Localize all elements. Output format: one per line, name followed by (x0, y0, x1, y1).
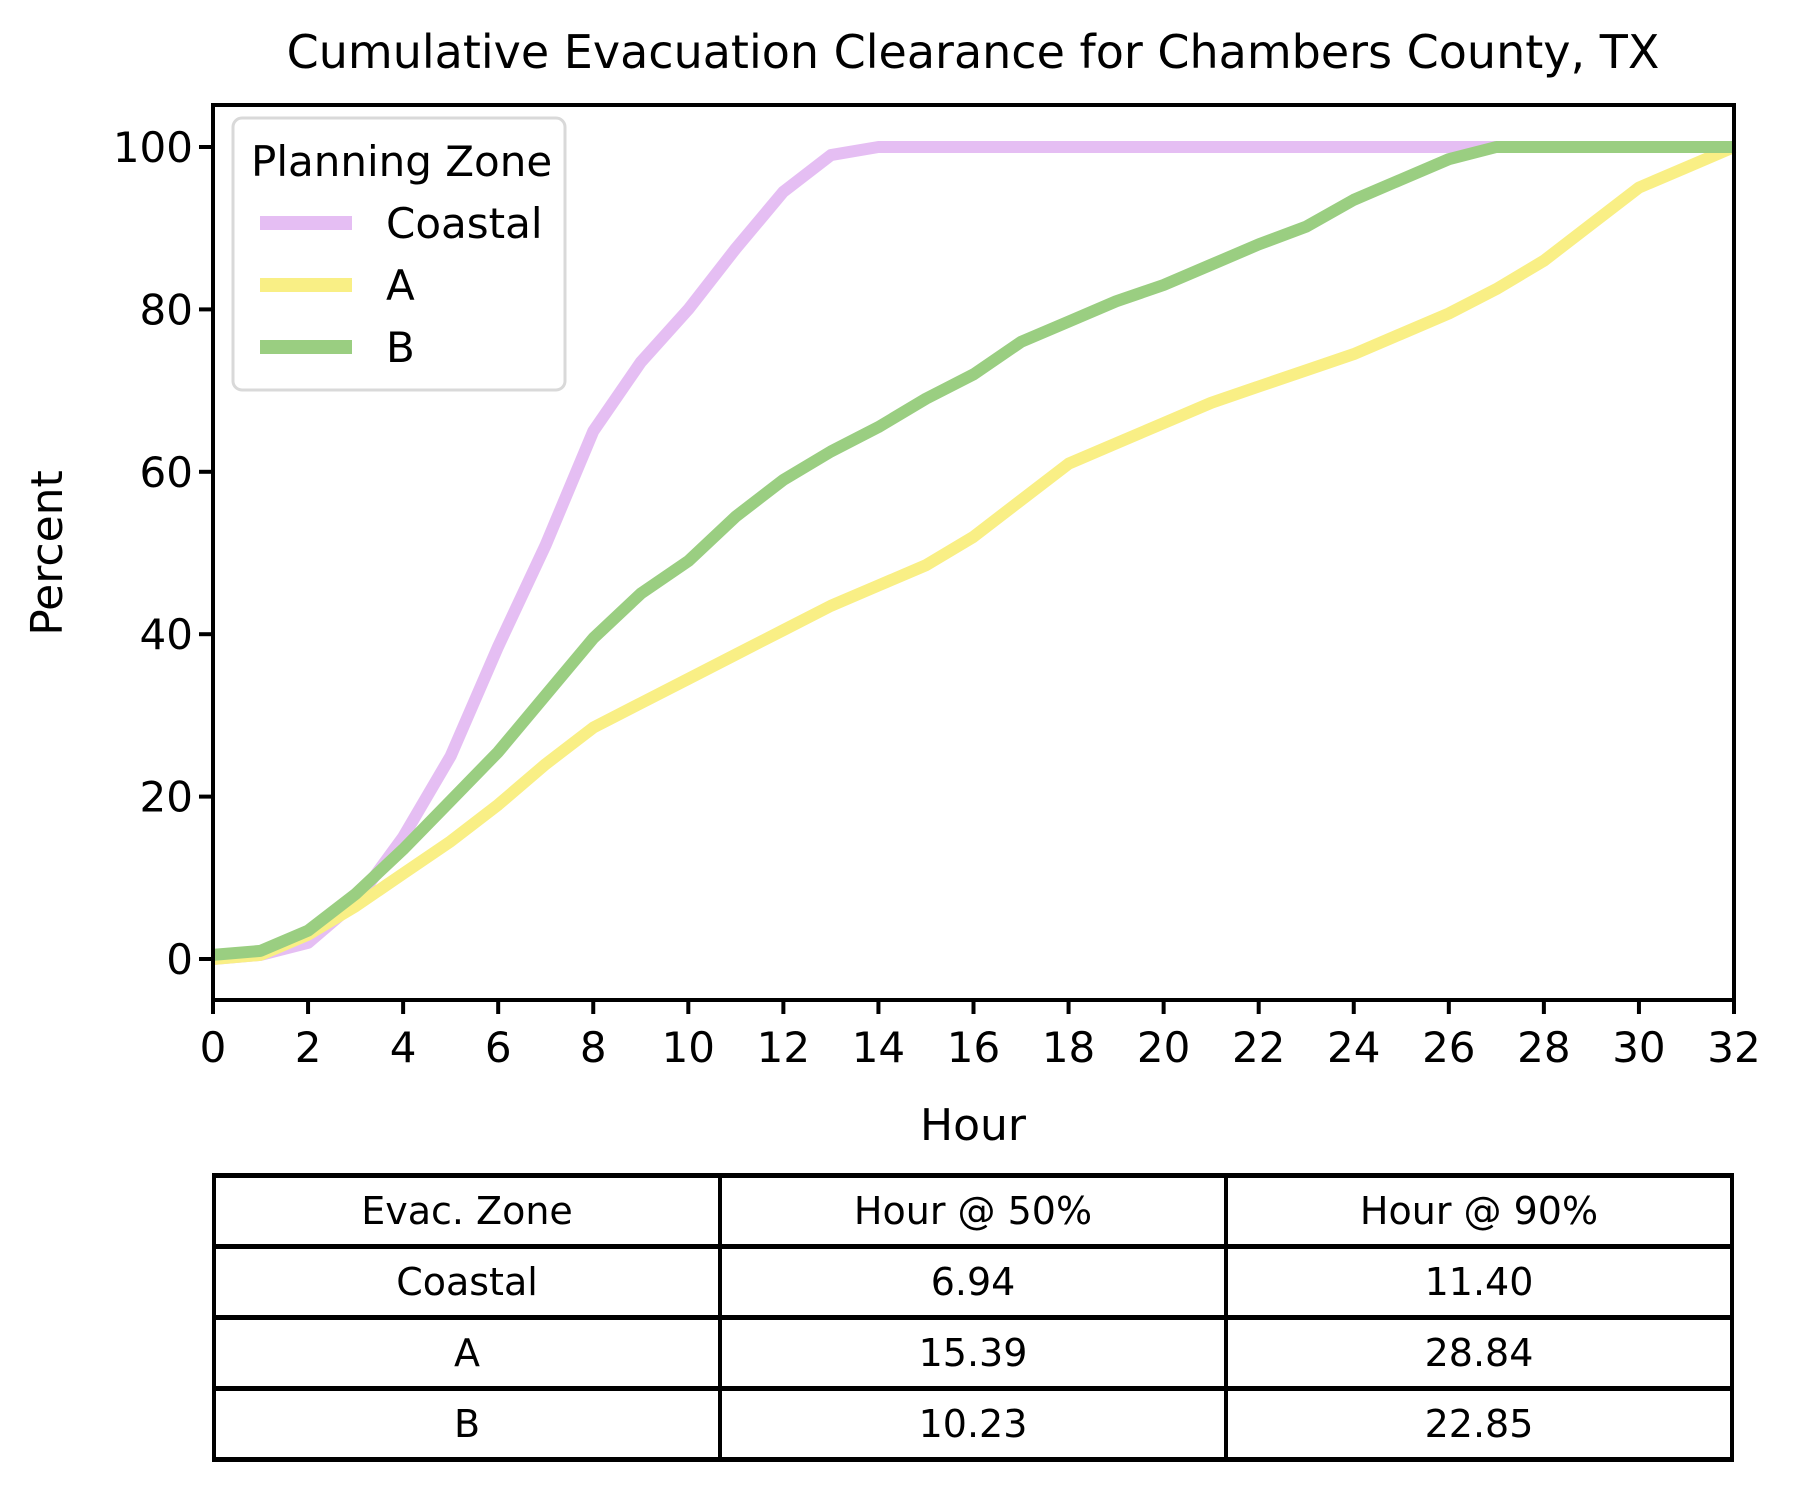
y-tick-label: 20 (140, 773, 193, 822)
x-tick-label: 22 (1232, 1023, 1285, 1072)
clearance-table-container: Evac. Zone Hour @ 50% Hour @ 90% Coastal 6.9… (212, 1173, 1734, 1462)
x-tick-label: 24 (1327, 1023, 1380, 1072)
series-line-a (212, 141, 1737, 965)
x-tick-label: 4 (390, 1023, 417, 1072)
y-tick-label: 0 (166, 935, 193, 984)
x-tick-label: 14 (852, 1023, 905, 1072)
x-tick-label: 6 (485, 1023, 512, 1072)
legend-label-b: B (386, 323, 415, 372)
table-cell: 22.85 (1224, 1386, 1734, 1462)
y-tick-label: 100 (113, 123, 193, 172)
x-tick-label: 26 (1422, 1023, 1475, 1072)
y-axis: 0 20 40 60 80 100 (113, 123, 213, 984)
x-tick-label: 16 (947, 1023, 1000, 1072)
series-line-b (212, 141, 1734, 961)
x-tick-label: 30 (1612, 1023, 1665, 1072)
legend: Planning Zone Coastal AB (231, 116, 567, 392)
table-cell: B (212, 1386, 722, 1462)
clearance-table: Evac. Zone Hour @ 50% Hour @ 90% Coastal 6.9… (212, 1173, 1734, 1462)
table-header-cell: Hour @ 90% (1224, 1173, 1734, 1249)
y-tick-label: 80 (140, 285, 193, 334)
x-tick-label: 8 (580, 1023, 607, 1072)
table-header-cell: Evac. Zone (212, 1173, 722, 1249)
y-axis-label: Percent (22, 470, 73, 636)
y-tick-label: 60 (140, 448, 193, 497)
table-cell: Coastal (212, 1244, 722, 1320)
x-axis: 0 2 4 6 8 10 12 14 16 18 20 22 24 26 28 30 32 (200, 1000, 1761, 1072)
x-tick-label: 32 (1707, 1023, 1760, 1072)
x-tick-label: 10 (662, 1023, 715, 1072)
x-tick-label: 18 (1042, 1023, 1095, 1072)
legend-entries: Coastal AB (260, 199, 543, 372)
x-tick-label: 0 (200, 1023, 227, 1072)
table-header-cell: Hour @ 50% (718, 1173, 1228, 1249)
table-header-row: Evac. Zone Hour @ 50% Hour @ 90% (212, 1173, 1734, 1249)
x-tick-label: 28 (1517, 1023, 1570, 1072)
series-lines (212, 141, 1737, 965)
x-tick-label: 2 (295, 1023, 322, 1072)
table-row: B 10.23 22.85 (212, 1386, 1734, 1462)
x-tick-label: 20 (1137, 1023, 1190, 1072)
legend-title: Planning Zone (251, 137, 552, 186)
legend-label-coastal: Coastal (386, 199, 543, 248)
table-cell: 11.40 (1224, 1244, 1734, 1320)
table-cell: A (212, 1315, 722, 1391)
evacuation-clearance-chart: Cumulative Evacuation Clearance for Cham… (22, 25, 1761, 1151)
legend-box (231, 116, 567, 392)
x-axis-label: Hour (920, 1100, 1027, 1151)
table-row: Coastal 6.94 11.40 (212, 1244, 1734, 1320)
x-tick-label: 12 (757, 1023, 810, 1072)
table-cell: 6.94 (718, 1244, 1228, 1320)
table-row: A 15.39 28.84 (212, 1315, 1734, 1391)
chart-title: Cumulative Evacuation Clearance for Cham… (287, 25, 1660, 79)
table-cell: 28.84 (1224, 1315, 1734, 1391)
table-cell: 10.23 (718, 1386, 1228, 1462)
y-tick-label: 40 (140, 610, 193, 659)
table-cell: 15.39 (718, 1315, 1228, 1391)
legend-label-a: A (386, 261, 415, 310)
